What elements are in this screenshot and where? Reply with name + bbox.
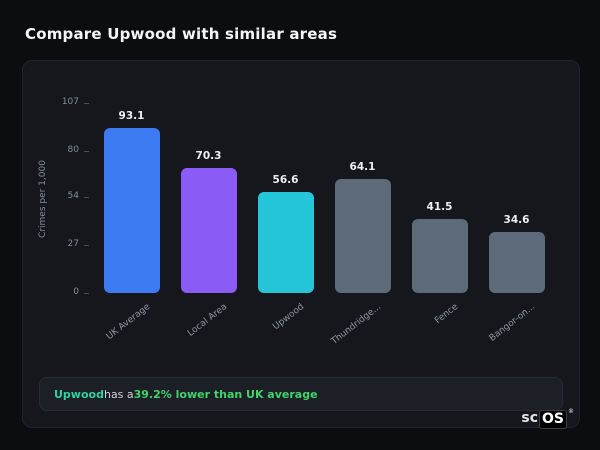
note-middle-text: has a [103,387,134,401]
bar-value-label: 64.1 [349,161,376,173]
bar-bangor-on[interactable] [488,232,545,293]
bar-value-label: 34.6 [503,214,530,226]
note-highlight-text: 39.2% lower than UK average [133,387,318,401]
bar-local-area[interactable] [180,168,237,293]
scos-logo: sc OS ® [521,408,574,429]
y-axis-tick-label: 0 [73,287,79,297]
bar-value-label: 70.3 [195,150,222,162]
y-axis-tick-mark [84,293,89,294]
bar-value-label: 41.5 [426,201,453,213]
x-axis-tick-label: Local Area [185,302,229,339]
y-axis-tick-label: 27 [67,239,79,250]
bar-upwood[interactable] [257,192,314,293]
x-axis-tick-label: Thundridge... [329,302,383,347]
y-axis-tick-label: 54 [67,191,79,202]
x-axis-tick-label: Bangor-on... [487,302,537,344]
x-axis-tick-label: UK Average [104,302,152,343]
logo-prefix: sc [521,410,539,426]
bar-fence[interactable] [411,219,468,293]
bar-value-label: 93.1 [118,110,145,122]
note-area-name: Upwood [54,387,104,401]
x-axis-tick-label: Upwood [270,302,306,333]
x-axis-tick-label: Fence [432,302,460,327]
bar-uk-average[interactable] [103,128,160,293]
registered-trademark-icon: ® [568,408,574,415]
y-axis-tick-mark [84,103,89,104]
y-axis-tick-label: 107 [61,97,79,107]
logo-suffix: OS [539,410,567,429]
page-title: Compare Upwood with similar areas [25,25,338,43]
y-axis-tick-mark [84,150,89,152]
bar-chart-plot-area: 93.1 UK Average 70.3 Local Area 56.6 Upwood 64… [93,103,555,347]
chart-card: Crimes per 1,000 93.1 UK Average 70.3 Local… [22,60,580,428]
y-axis-tick-mark [84,197,89,199]
y-axis-tick-label: 80 [67,144,79,155]
bar-thundridge[interactable] [334,179,391,293]
y-axis-tick-mark [84,245,89,247]
bar-value-label: 56.6 [272,174,299,186]
comparison-note: Upwood has a 39.2% lower than UK average [39,377,563,411]
